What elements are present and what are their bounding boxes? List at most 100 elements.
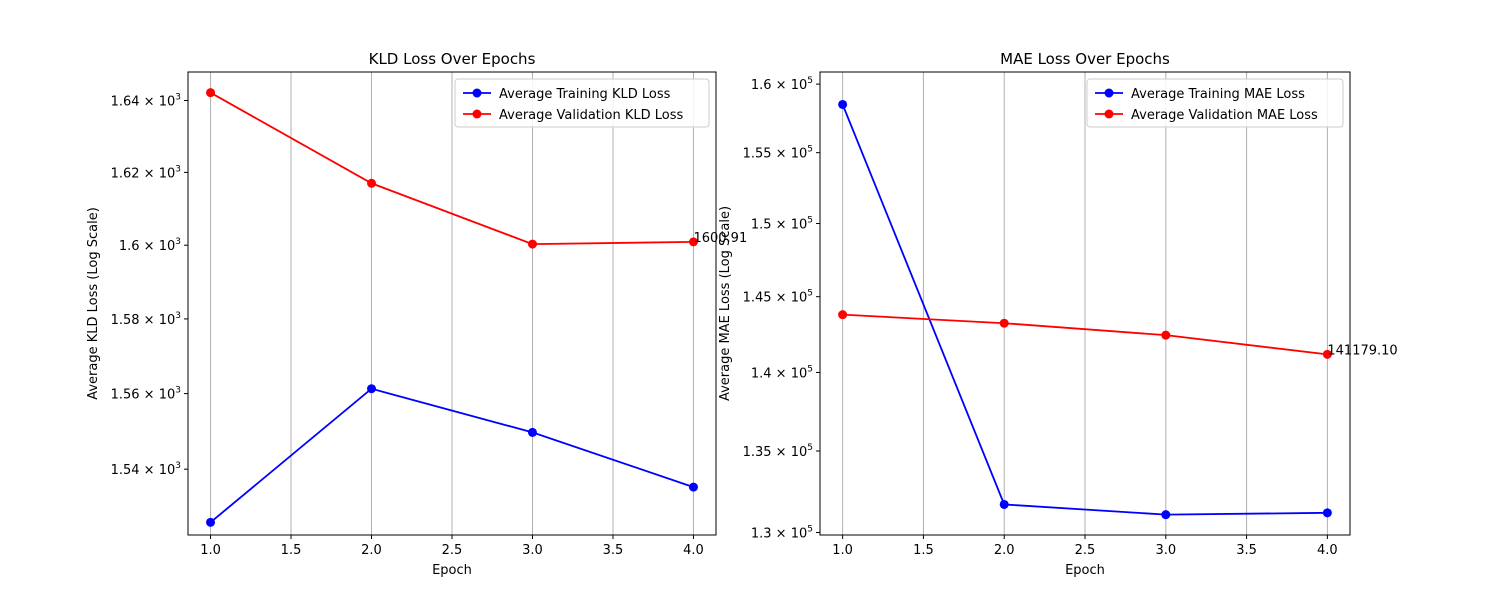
legend-entry-label: Average Training MAE Loss [1131, 87, 1305, 102]
y-tick-mantissa: 1.62 [111, 166, 140, 181]
y-tick-label: 1.64 × 103 [111, 93, 181, 110]
y-tick-base: 10 [159, 388, 176, 403]
data-annotation: 141179.10 [1327, 343, 1397, 358]
y-tick-exponent: 5 [807, 145, 813, 155]
x-tick-label: 1.0 [832, 543, 853, 558]
data-point [999, 499, 1009, 509]
x-tick-label: 2.5 [1075, 543, 1096, 558]
y-tick-base: 10 [791, 366, 808, 381]
x-tick-label: 3.0 [1155, 543, 1176, 558]
y-tick-mantissa: 1.45 [743, 291, 772, 306]
legend-box [454, 78, 710, 128]
y-tick-mantissa: 1.4 [751, 366, 772, 381]
y-tick-exponent: 3 [175, 461, 181, 471]
data-point [367, 384, 377, 394]
y-tick-mantissa: 1.55 [743, 147, 772, 162]
y-axis-label: Average MAE Loss (Log Scale) [718, 206, 733, 401]
series-1 [206, 384, 698, 527]
x-tick-label: 1.0 [200, 543, 221, 558]
data-point [206, 88, 216, 98]
x-tick-label: 2.0 [361, 543, 382, 558]
y-tick-base: 10 [159, 463, 176, 478]
series-2 [838, 310, 1332, 359]
series-line [210, 91, 694, 246]
x-tick-label: 1.5 [281, 543, 302, 558]
data-point [206, 517, 216, 527]
y-tick-label: 1.56 × 103 [111, 386, 181, 403]
y-tick-times: × [140, 463, 159, 478]
x-tick-label: 4.0 [683, 543, 704, 558]
x-tick-label: 2.0 [994, 543, 1015, 558]
y-tick-times: × [140, 239, 159, 254]
y-tick-label: 1.58 × 103 [111, 311, 181, 328]
y-tick-base: 10 [791, 445, 808, 460]
legend-entry-label: Average Training KLD Loss [499, 87, 671, 102]
y-tick-exponent: 5 [807, 525, 813, 535]
y-tick-times: × [772, 147, 791, 162]
y-tick-exponent: 5 [807, 364, 813, 374]
y-tick-times: × [772, 527, 791, 542]
series-line [209, 387, 694, 524]
y-tick-label: 1.62 × 103 [111, 164, 181, 181]
chart-title: KLD Loss Over Epochs [369, 50, 536, 68]
y-tick-exponent: 3 [175, 164, 181, 174]
y-tick-times: × [772, 217, 791, 232]
y-tick-label: 1.5 × 105 [751, 215, 813, 232]
y-tick-times: × [140, 166, 159, 181]
y-tick-label: 1.6 × 103 [119, 237, 181, 254]
y-tick-mantissa: 1.58 [111, 313, 140, 328]
series-line [842, 313, 1328, 356]
y-tick-mantissa: 1.35 [743, 445, 772, 460]
x-gridlines [842, 72, 1328, 535]
y-tick-exponent: 5 [807, 443, 813, 453]
y-tick-label: 1.54 × 103 [111, 461, 181, 478]
x-tick-label: 3.5 [1236, 543, 1257, 558]
data-point [1322, 349, 1332, 359]
y-tick-times: × [140, 95, 159, 110]
y-tick-exponent: 3 [175, 386, 181, 396]
x-axis-label: Epoch [432, 563, 472, 578]
y-tick-mantissa: 1.6 [119, 239, 140, 254]
y-tick-exponent: 3 [175, 93, 181, 103]
legend-swatch-marker [472, 109, 482, 119]
y-tick-base: 10 [791, 217, 808, 232]
y-tick-mantissa: 1.3 [751, 527, 772, 542]
legend-swatch-marker [1104, 109, 1114, 119]
y-tick-base: 10 [791, 291, 808, 306]
y-tick-base: 10 [791, 147, 808, 162]
y-tick-exponent: 3 [175, 311, 181, 321]
y-tick-label: 1.45 × 105 [743, 289, 813, 306]
y-tick-base: 10 [159, 239, 176, 254]
x-axis-label: Epoch [1065, 563, 1105, 578]
data-annotation: 1600.91 [693, 231, 747, 246]
y-tick-times: × [772, 366, 791, 381]
x-tick-label: 3.0 [522, 543, 543, 558]
data-point [838, 310, 848, 320]
y-tick-times: × [772, 78, 791, 93]
y-tick-exponent: 5 [807, 215, 813, 225]
data-point [838, 99, 848, 109]
legend-box [1086, 78, 1344, 128]
data-point [527, 427, 537, 437]
legend-entry-label: Average Validation KLD Loss [499, 108, 683, 123]
y-tick-base: 10 [159, 313, 176, 328]
data-point [367, 178, 377, 188]
x-tick-label: 4.0 [1317, 543, 1338, 558]
x-tick-label: 3.5 [603, 543, 624, 558]
legend-swatch-marker [472, 88, 482, 98]
y-tick-times: × [140, 313, 159, 328]
x-axis-ticks: 1.0 1.5 2.0 2.5 3.0 3.5 4.0 [832, 535, 1338, 558]
y-tick-mantissa: 1.64 [111, 95, 140, 110]
y-tick-label: 1.6 × 105 [751, 76, 813, 93]
legend-swatch-marker [1104, 88, 1114, 98]
series-1 [838, 99, 1332, 520]
y-tick-base: 10 [791, 78, 808, 93]
y-tick-label: 1.3 × 105 [751, 525, 813, 542]
x-tick-label: 1.5 [913, 543, 934, 558]
data-point [688, 482, 698, 492]
y-tick-exponent: 5 [807, 289, 813, 299]
